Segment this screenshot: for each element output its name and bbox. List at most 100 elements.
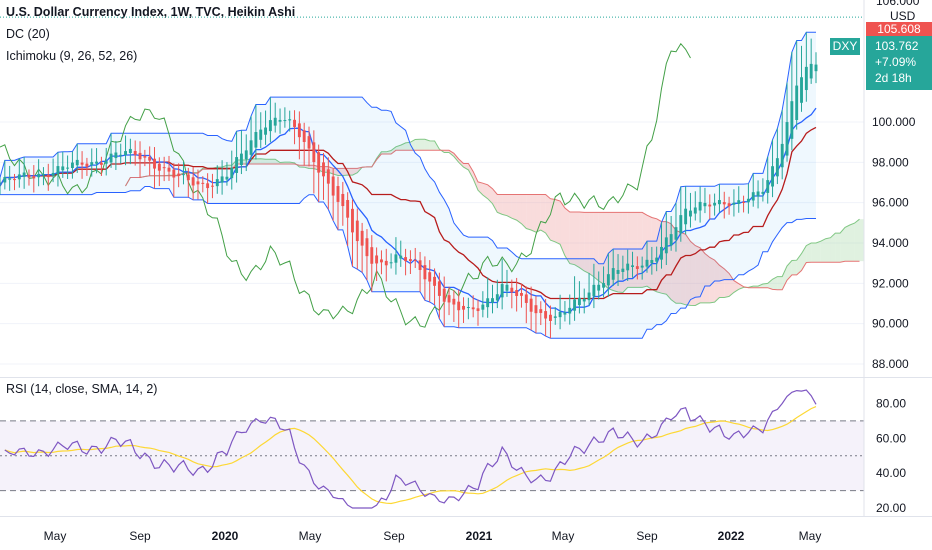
cloud-segment [337, 168, 343, 176]
candle-body [3, 177, 7, 183]
cloud-segment [825, 237, 831, 263]
candle-body [239, 153, 243, 166]
candle-body [447, 295, 451, 303]
cloud-segment [251, 158, 256, 164]
cloud-segment [444, 150, 450, 153]
candle-body [215, 179, 219, 187]
ichimoku-legend[interactable]: Ichimoku (9, 26, 52, 26) [6, 49, 138, 63]
cloud-segment [564, 207, 570, 264]
candle-body [751, 192, 755, 201]
candle-body [17, 174, 21, 180]
candle-body [95, 161, 99, 164]
time-tick-label: Sep [383, 529, 405, 543]
candle-body [182, 174, 185, 176]
time-axis[interactable]: May Sep 2020 May Sep 2021 May Sep 2022 May [0, 516, 932, 550]
candle-body [568, 307, 572, 314]
candle-body [529, 298, 533, 312]
candle-body [491, 298, 494, 303]
candle-body [46, 174, 50, 178]
candle-body [206, 183, 210, 189]
candle-body [640, 265, 644, 268]
symbol-badge[interactable]: DXY [830, 38, 860, 55]
cloud-segment [579, 211, 585, 272]
tick-label: 90.000 [872, 317, 909, 331]
cloud-segment [497, 194, 503, 215]
cloud-segment [695, 245, 701, 306]
candle-body [51, 172, 55, 176]
candle-body [742, 202, 746, 204]
cloud-segment [381, 151, 387, 154]
candle-body [191, 177, 195, 186]
base-line [0, 126, 817, 300]
cloud-segment [468, 163, 474, 179]
candle-body [534, 305, 538, 314]
leading-span-a [125, 138, 860, 307]
candle-body [346, 200, 350, 218]
cloud-segment [849, 223, 855, 262]
cloud-segment [511, 194, 517, 221]
candle-body [85, 163, 89, 167]
candle-body [13, 179, 16, 181]
candle-body [249, 140, 253, 155]
rsi-tick-label: 80.00 [876, 396, 906, 410]
dc-legend[interactable]: DC (20) [6, 27, 50, 41]
candle-body [8, 178, 12, 180]
cloud-segment [502, 194, 507, 216]
candle-body [326, 169, 330, 184]
cloud-segment [255, 158, 261, 164]
candle-body [331, 176, 335, 196]
candle-body [626, 263, 630, 271]
cloud-segment [787, 260, 792, 281]
rsi-legend[interactable]: RSI (14, close, SMA, 14, 2) [6, 382, 158, 396]
candle-body [650, 260, 654, 264]
candle-body [582, 298, 586, 302]
cloud-segment [777, 276, 783, 290]
candle-body [722, 202, 726, 205]
candle-body [713, 202, 717, 206]
chart-title: U.S. Dollar Currency Index, 1W, TVC, Hei… [6, 5, 296, 19]
candle-body [37, 173, 41, 178]
candle-body [153, 158, 156, 169]
time-tick-label: 2020 [212, 529, 239, 543]
candle-body [297, 123, 301, 138]
candle-body [732, 202, 736, 205]
candle-body [360, 230, 364, 246]
cloud-segment [429, 140, 435, 151]
cloud-segment [598, 212, 604, 285]
candle-body [230, 167, 234, 179]
candle-body [698, 201, 702, 211]
cloud-segment [584, 212, 590, 274]
candle-body [563, 312, 567, 315]
candle-body [573, 299, 577, 311]
candle-body [486, 298, 490, 308]
time-tick-label: May [552, 529, 575, 543]
candle-body [341, 193, 345, 207]
time-tick-label: May [299, 529, 322, 543]
tick-label: 94.000 [872, 236, 909, 250]
lagging-span [0, 42, 691, 328]
candle-body [544, 311, 548, 319]
candle-body [408, 259, 412, 262]
candle-body [157, 163, 161, 171]
candle-body [746, 198, 750, 203]
cloud-segment [395, 145, 401, 151]
candle-body [814, 64, 818, 72]
tick-label: 100.000 [872, 115, 916, 129]
candle-body [186, 174, 190, 181]
candle-body [375, 255, 379, 264]
candle-body [775, 158, 779, 177]
rsi-pane[interactable]: 80.00 60.00 40.00 20.00 [0, 378, 932, 516]
candle-body [162, 167, 166, 169]
currency-label: USD [890, 9, 916, 23]
candle-body [302, 130, 306, 143]
candle-body [553, 316, 557, 318]
candle-body [495, 294, 499, 301]
cloud-segment [854, 219, 860, 262]
candle-body [283, 120, 287, 122]
price-pane[interactable]: 106.000 100.000 98.000 96.000 94.000 92.000 90… [0, 0, 932, 378]
candle-body [259, 129, 263, 140]
candle-body [679, 215, 683, 234]
candle-body [780, 143, 784, 168]
tick-label: 92.000 [872, 276, 909, 290]
candle-body [592, 284, 596, 297]
